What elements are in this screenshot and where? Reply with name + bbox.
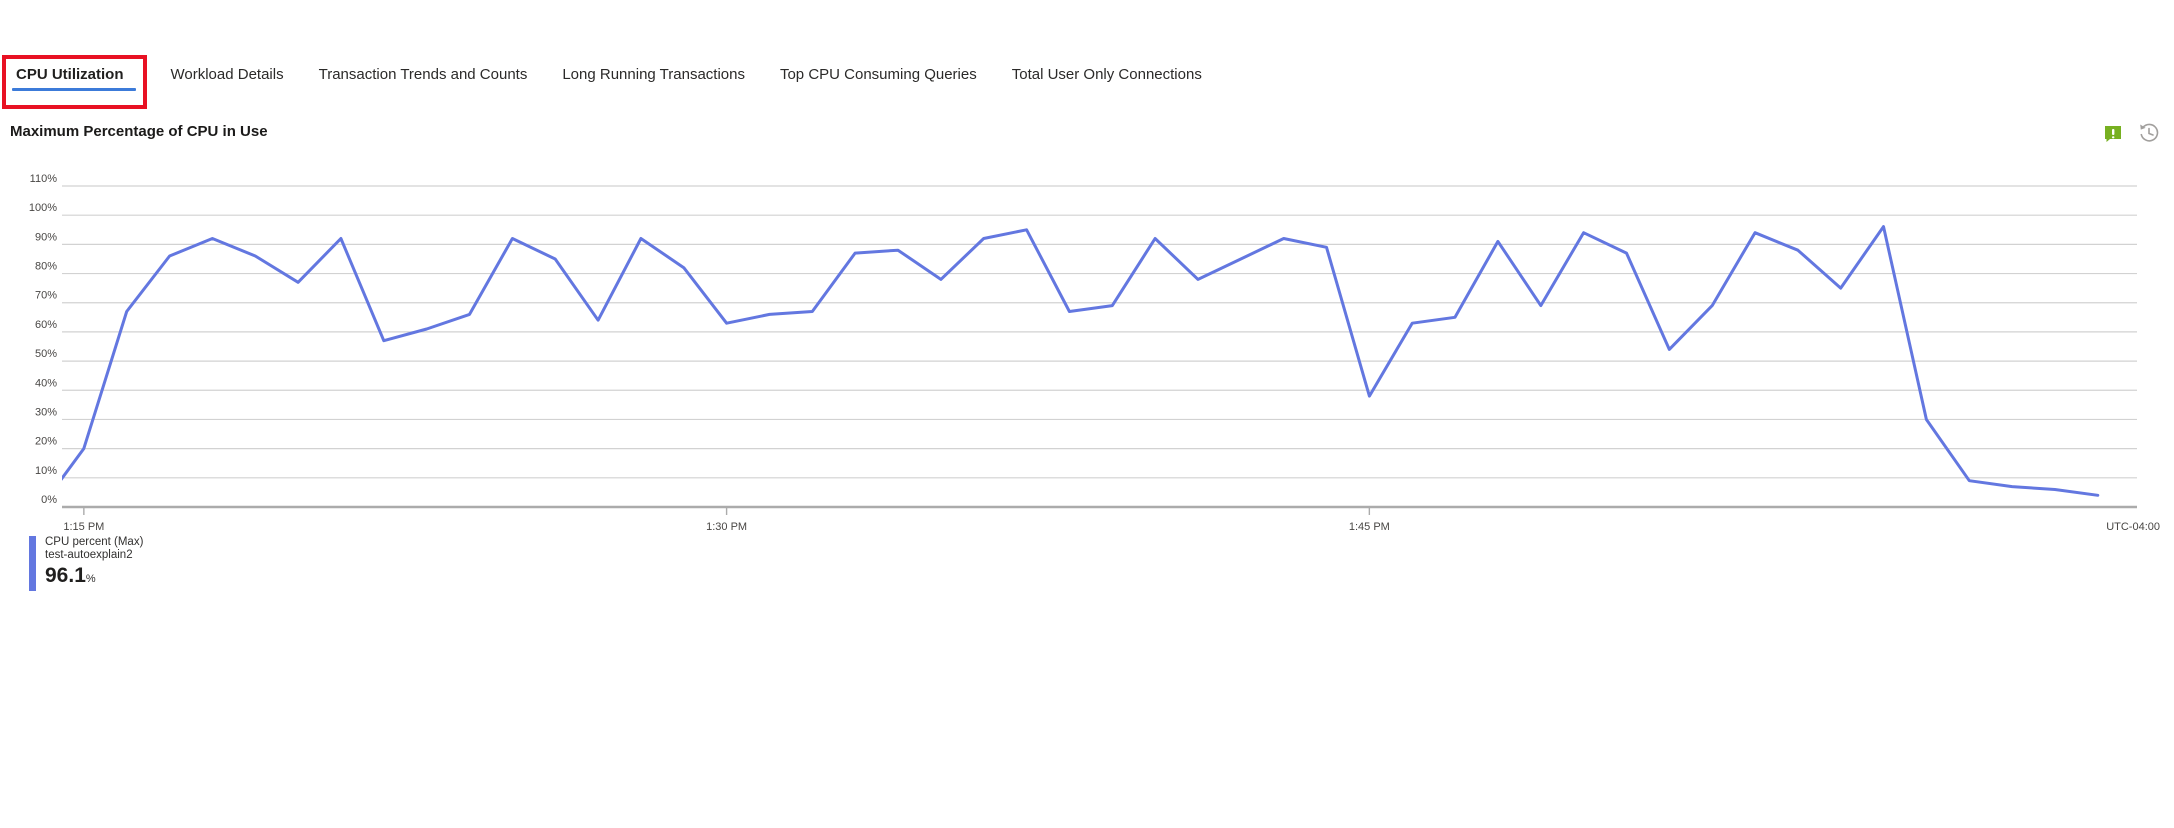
svg-text:100%: 100%: [29, 202, 57, 214]
legend-unit: %: [85, 573, 96, 585]
tab-label: Transaction Trends and Counts: [318, 65, 528, 83]
tab-transaction-trends-and-counts[interactable]: Transaction Trends and Counts: [317, 64, 530, 93]
tab-label: Total User Only Connections: [1011, 65, 1202, 83]
tab-label: Workload Details: [170, 65, 284, 83]
legend-item[interactable]: CPU percent (Max) test-autoexplain2 96.1…: [29, 536, 143, 591]
svg-text:20%: 20%: [35, 436, 57, 448]
svg-text:30%: 30%: [35, 406, 57, 418]
tab-label: Long Running Transactions: [562, 65, 745, 83]
tab-long-running-transactions[interactable]: Long Running Transactions: [560, 64, 747, 93]
legend-series-label: CPU percent (Max): [45, 536, 144, 548]
svg-text:40%: 40%: [35, 377, 57, 389]
svg-text:1:15 PM: 1:15 PM: [63, 521, 104, 533]
tab-workload-details[interactable]: Workload Details: [169, 64, 286, 93]
svg-text:UTC-04:00: UTC-04:00: [2106, 521, 2160, 533]
history-icon[interactable]: [2138, 122, 2160, 144]
feedback-icon[interactable]: [2102, 122, 2124, 144]
svg-text:90%: 90%: [35, 231, 57, 243]
svg-text:0%: 0%: [41, 494, 57, 506]
tab-label: Top CPU Consuming Queries: [779, 65, 977, 83]
svg-text:80%: 80%: [35, 261, 57, 273]
chart-title: Maximum Percentage of CPU in Use: [10, 123, 268, 140]
tab-bar: CPU Utilization Workload Details Transac…: [10, 55, 1204, 101]
legend-max-value: 96.1%: [45, 564, 96, 587]
svg-text:50%: 50%: [35, 348, 57, 360]
tab-top-cpu-consuming-queries[interactable]: Top CPU Consuming Queries: [778, 64, 979, 93]
legend-color-bar: [29, 536, 36, 591]
svg-text:1:45 PM: 1:45 PM: [1349, 521, 1390, 533]
svg-text:70%: 70%: [35, 290, 57, 302]
svg-text:10%: 10%: [35, 465, 57, 477]
svg-text:110%: 110%: [30, 173, 58, 185]
svg-text:60%: 60%: [35, 319, 57, 331]
svg-text:1:30 PM: 1:30 PM: [706, 521, 747, 533]
tab-label: CPU Utilization: [16, 65, 124, 83]
chart-header-icons: [2102, 122, 2160, 144]
tab-cpu-utilization[interactable]: CPU Utilization: [10, 64, 138, 93]
legend-resource-name: test-autoexplain2: [45, 549, 133, 561]
active-tab-underline: [12, 87, 136, 91]
cpu-line-chart: 0% 10% 20% 30% 40% 50% 60% 70% 80% 90% 100% 110% 1:1…: [29, 173, 2160, 533]
tab-total-user-only-connections[interactable]: Total User Only Connections: [1010, 64, 1204, 93]
